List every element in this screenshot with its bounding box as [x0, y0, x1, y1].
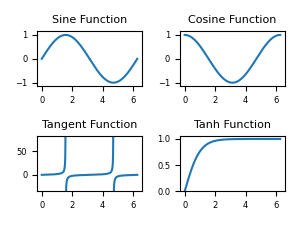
Title: Tanh Function: Tanh Function — [194, 120, 271, 130]
Title: Tangent Function: Tangent Function — [42, 120, 137, 130]
Title: Cosine Function: Cosine Function — [188, 15, 277, 25]
Title: Sine Function: Sine Function — [52, 15, 127, 25]
